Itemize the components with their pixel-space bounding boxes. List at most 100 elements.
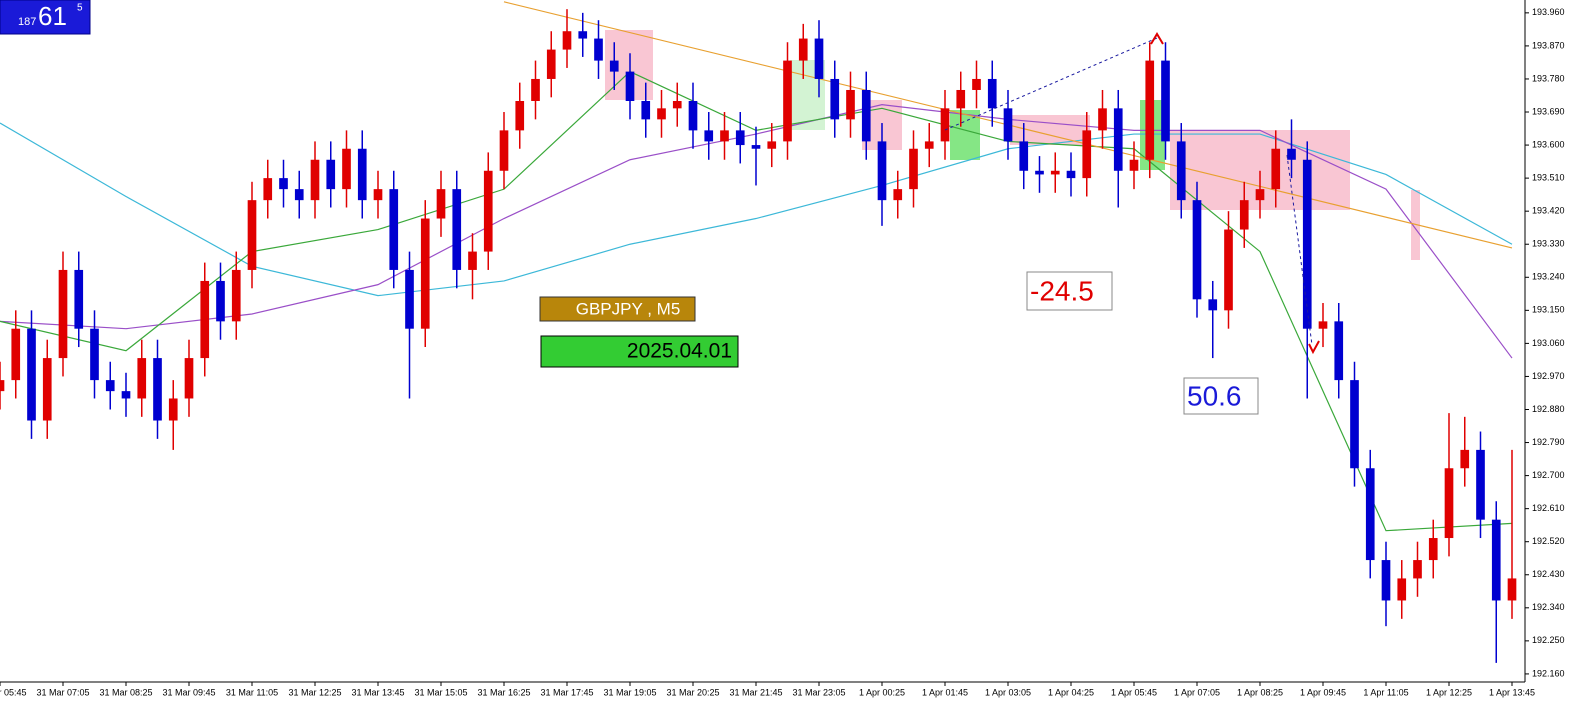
corner-box: 187 61 5 bbox=[0, 0, 91, 35]
x-tick-label: 31 Mar 09:45 bbox=[162, 687, 215, 697]
candle-body bbox=[861, 89, 871, 142]
x-tick-label: 31 Mar 11:05 bbox=[226, 687, 278, 697]
x-tick-label: 1 Apr 12:25 bbox=[1426, 687, 1472, 697]
candle-body bbox=[247, 200, 257, 270]
candle-body bbox=[216, 280, 225, 322]
candle-body bbox=[405, 269, 414, 329]
candle-body bbox=[137, 358, 147, 399]
x-tick-label: 31 Mar 13:45 bbox=[351, 687, 404, 697]
x-tick-label: 31 Mar 21:45 bbox=[729, 687, 782, 697]
highlight-zone bbox=[950, 110, 980, 160]
y-tick-label: 193.330 bbox=[1532, 239, 1565, 249]
candle-body bbox=[1145, 60, 1155, 160]
candle-body bbox=[578, 31, 588, 39]
candle-body bbox=[1176, 141, 1186, 201]
candle-body bbox=[326, 159, 336, 190]
candle-body bbox=[0, 380, 5, 392]
x-tick-label: 31 Mar 20:25 bbox=[666, 687, 719, 697]
candle-body bbox=[310, 159, 320, 201]
candle-body bbox=[594, 38, 603, 61]
candle-body bbox=[499, 130, 509, 171]
candle-body bbox=[1161, 60, 1170, 142]
candle-body bbox=[11, 328, 21, 381]
y-tick-label: 193.600 bbox=[1532, 139, 1565, 149]
candle-body bbox=[1397, 578, 1407, 601]
candle-body bbox=[1224, 229, 1233, 311]
candle-body bbox=[263, 178, 273, 201]
candle-body bbox=[1113, 108, 1123, 171]
candle-body bbox=[1192, 200, 1202, 300]
x-tick-label: 31 Mar 07:05 bbox=[36, 687, 89, 697]
candle-body bbox=[1365, 468, 1375, 561]
x-tick-label: 31 Mar 17:45 bbox=[540, 687, 593, 697]
highlight-zone bbox=[1411, 190, 1420, 260]
corner-text: 187 bbox=[18, 16, 36, 28]
y-tick-label: 193.150 bbox=[1532, 305, 1565, 315]
pips-up-label: 50.6 bbox=[1187, 380, 1242, 411]
candle-body bbox=[389, 189, 399, 270]
x-tick-label: 1 Apr 01:45 bbox=[922, 687, 968, 697]
candle-body bbox=[1271, 148, 1281, 190]
candle-body bbox=[562, 31, 572, 50]
candle-body bbox=[1066, 170, 1076, 179]
candle-body bbox=[798, 38, 808, 61]
candle-body bbox=[420, 218, 430, 329]
symbol-box-bg bbox=[539, 296, 696, 322]
candle-body bbox=[1129, 159, 1139, 171]
candle-body bbox=[200, 280, 210, 359]
candle-body bbox=[1302, 159, 1312, 329]
y-tick-label: 193.510 bbox=[1532, 172, 1565, 182]
x-tick-label: 31 Mar 19:05 bbox=[603, 687, 656, 697]
candle-body bbox=[609, 60, 619, 72]
candle-body bbox=[1019, 141, 1029, 171]
y-tick-label: 192.250 bbox=[1532, 635, 1565, 645]
y-tick-label: 192.340 bbox=[1532, 602, 1565, 612]
candle-body bbox=[58, 269, 68, 359]
x-tick-label: 1 Apr 11:05 bbox=[1363, 687, 1408, 697]
candle-body bbox=[452, 189, 462, 270]
candle-body bbox=[1428, 538, 1438, 561]
candle-body bbox=[294, 189, 304, 201]
candle-body bbox=[1507, 578, 1517, 601]
candle-body bbox=[1255, 189, 1265, 201]
candle-body bbox=[909, 148, 918, 190]
arrow bbox=[1308, 340, 1320, 355]
candle-body bbox=[1318, 321, 1328, 329]
candle-body bbox=[1287, 148, 1296, 160]
candle-body bbox=[657, 108, 666, 120]
candle-body bbox=[783, 60, 792, 142]
candle-body bbox=[279, 178, 288, 190]
candle-body bbox=[1460, 449, 1470, 469]
x-tick-label: 1 Apr 08:25 bbox=[1237, 687, 1283, 697]
candle-body bbox=[42, 358, 52, 421]
candle-body bbox=[1050, 170, 1060, 175]
date-box-bg bbox=[540, 335, 739, 368]
x-tick-label: 31 Mar 12:25 bbox=[288, 687, 341, 697]
candle-body bbox=[972, 78, 981, 90]
x-tick-label: 1 Apr 13:45 bbox=[1489, 687, 1535, 697]
x-tick-label: 1 Apr 05:45 bbox=[1111, 687, 1157, 697]
y-tick-label: 192.160 bbox=[1532, 668, 1565, 678]
candle-body bbox=[767, 141, 777, 149]
candle-body bbox=[483, 170, 493, 252]
candle-body bbox=[342, 148, 351, 190]
x-tick-label: 31 Mar 15:05 bbox=[414, 687, 467, 697]
candle-body bbox=[940, 108, 950, 142]
measure-line bbox=[944, 37, 1158, 131]
x-tick-label: 31 Mar 08:25 bbox=[99, 687, 152, 697]
y-tick-label: 193.870 bbox=[1532, 40, 1565, 50]
x-tick-label: 1 Apr 04:25 bbox=[1048, 687, 1094, 697]
corner-box-bg bbox=[0, 0, 91, 35]
pips-box-bg bbox=[1026, 271, 1113, 311]
candle-body bbox=[231, 269, 241, 322]
x-tick-label: 1 Apr 07:05 bbox=[1174, 687, 1220, 697]
candle-body bbox=[846, 89, 855, 120]
arrow bbox=[1150, 32, 1164, 45]
candle-body bbox=[1476, 449, 1485, 520]
y-tick-label: 193.780 bbox=[1532, 73, 1565, 83]
candle-body bbox=[924, 141, 934, 149]
candle-body bbox=[688, 100, 698, 131]
candle-body bbox=[814, 38, 824, 79]
x-tick-label: 31 Mar 16:25 bbox=[477, 687, 530, 697]
